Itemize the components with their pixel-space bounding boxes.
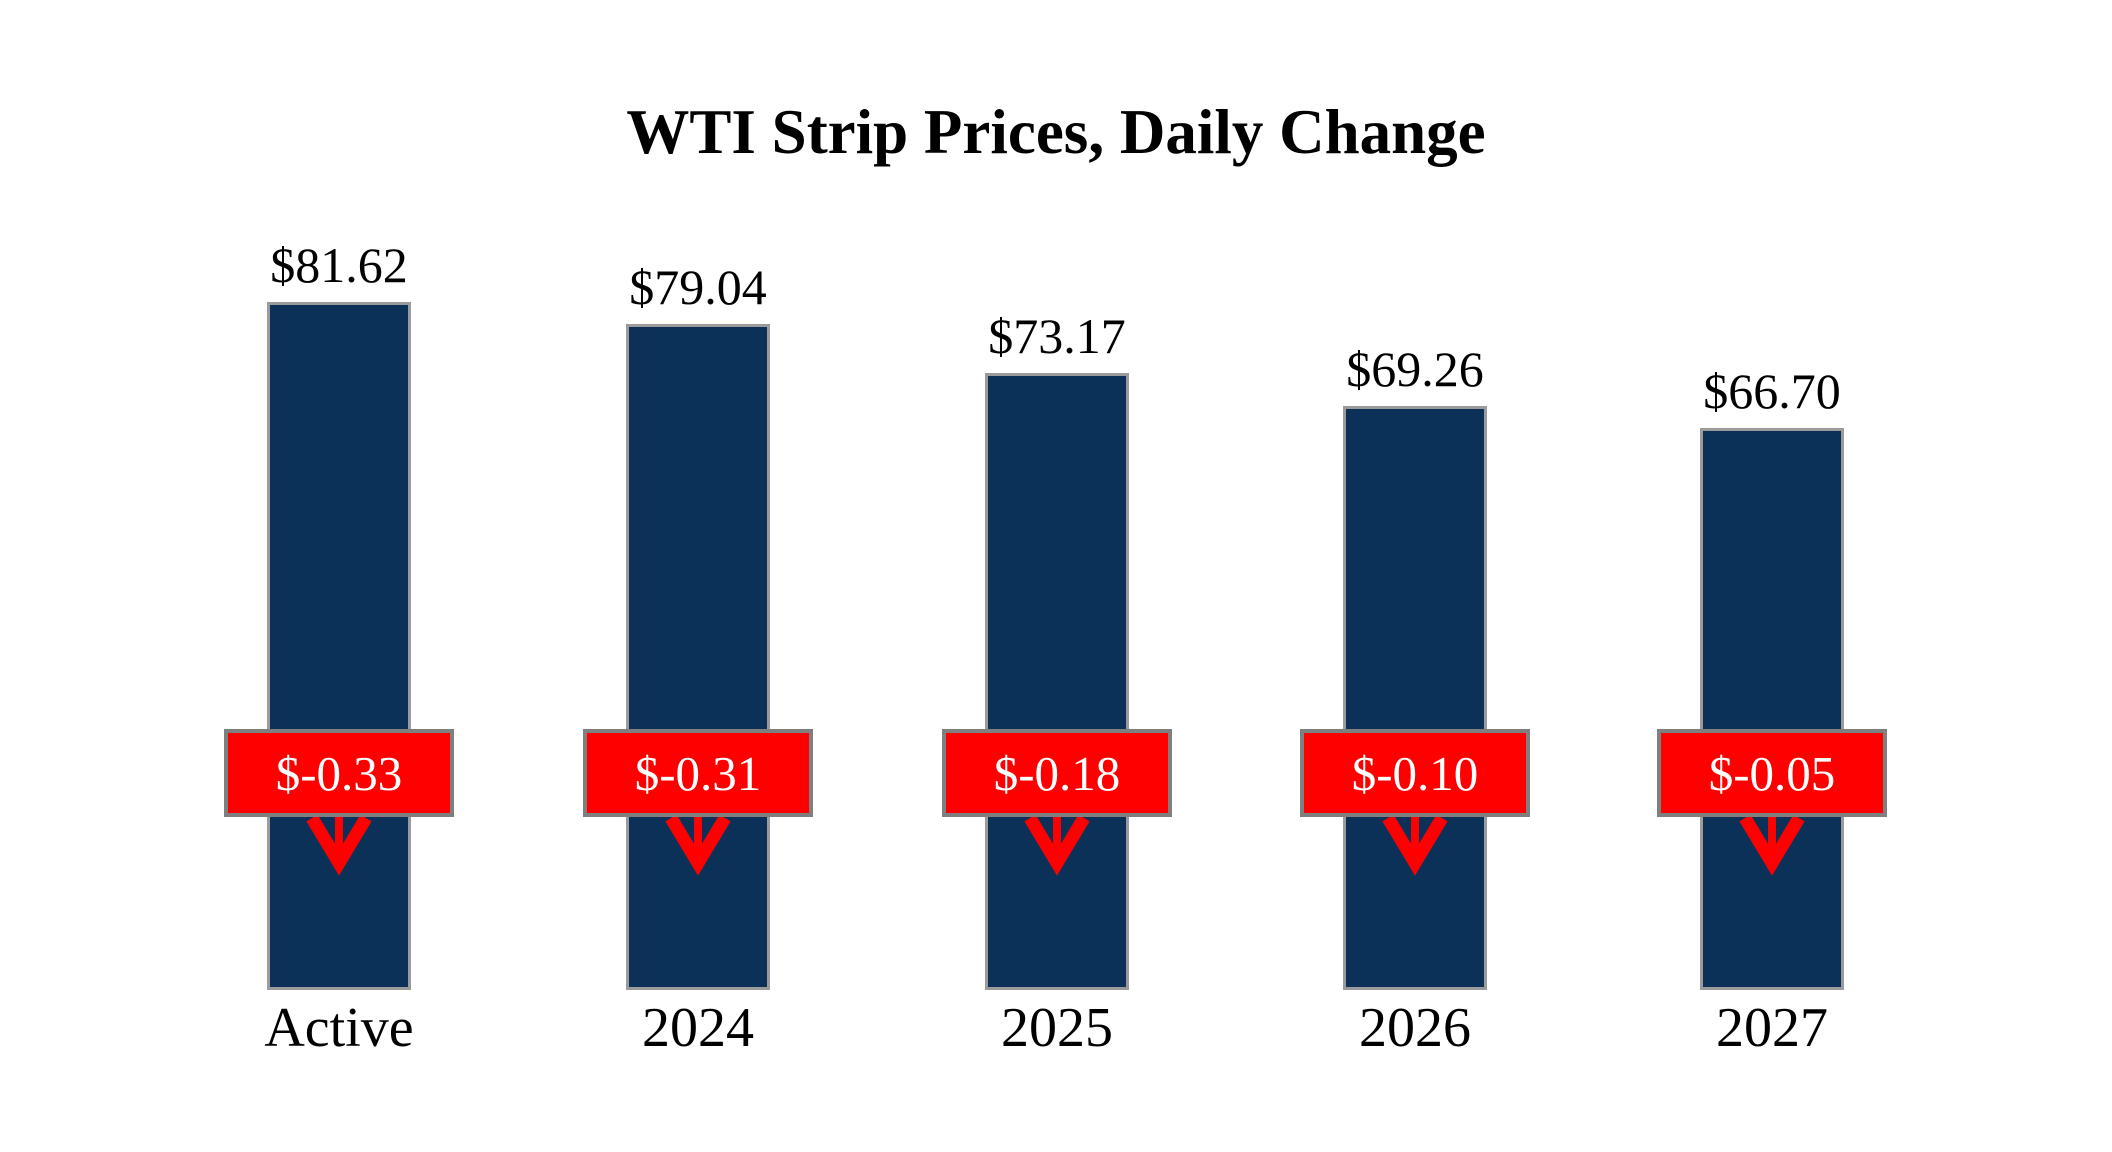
price-label: $73.17 (988, 308, 1126, 364)
category-label: 2025 (1001, 997, 1113, 1059)
change-badge-label: $-0.31 (634, 745, 762, 801)
change-badge-label: $-0.10 (1351, 745, 1479, 801)
change-badge: $-0.18 (942, 729, 1172, 817)
down-arrow-icon (1024, 814, 1090, 876)
bar-group-active: $81.62 $-0.33 Active (189, 0, 489, 1152)
down-arrow-icon (1739, 814, 1805, 876)
bar (1343, 406, 1487, 990)
bar-group-2024: $79.04 $-0.31 2024 (548, 0, 848, 1152)
bar-group-2025: $73.17 $-0.18 2025 (907, 0, 1207, 1152)
bar-group-2027: $66.70 $-0.05 2027 (1622, 0, 1922, 1152)
change-badge: $-0.05 (1657, 729, 1887, 817)
bar (1700, 428, 1844, 990)
price-label: $66.70 (1703, 363, 1841, 419)
down-arrow-icon (665, 814, 731, 876)
category-label: 2026 (1359, 997, 1471, 1059)
down-arrow-icon (1382, 814, 1448, 876)
chart-title: WTI Strip Prices, Daily Change (626, 97, 1486, 167)
change-badge: $-0.10 (1300, 729, 1530, 817)
price-label: $81.62 (270, 237, 408, 293)
down-arrow-icon (306, 814, 372, 876)
price-label: $79.04 (629, 259, 767, 315)
bar (626, 324, 770, 990)
change-badge-label: $-0.18 (993, 745, 1121, 801)
bar (985, 373, 1129, 990)
category-label: 2024 (642, 997, 754, 1059)
change-badge: $-0.33 (224, 729, 454, 817)
category-label: Active (264, 997, 414, 1059)
change-badge-label: $-0.33 (275, 745, 403, 801)
change-badge: $-0.31 (583, 729, 813, 817)
price-label: $69.26 (1346, 341, 1484, 397)
category-label: 2027 (1716, 997, 1828, 1059)
bar-group-2026: $69.26 $-0.10 2026 (1265, 0, 1565, 1152)
change-badge-label: $-0.05 (1708, 745, 1836, 801)
